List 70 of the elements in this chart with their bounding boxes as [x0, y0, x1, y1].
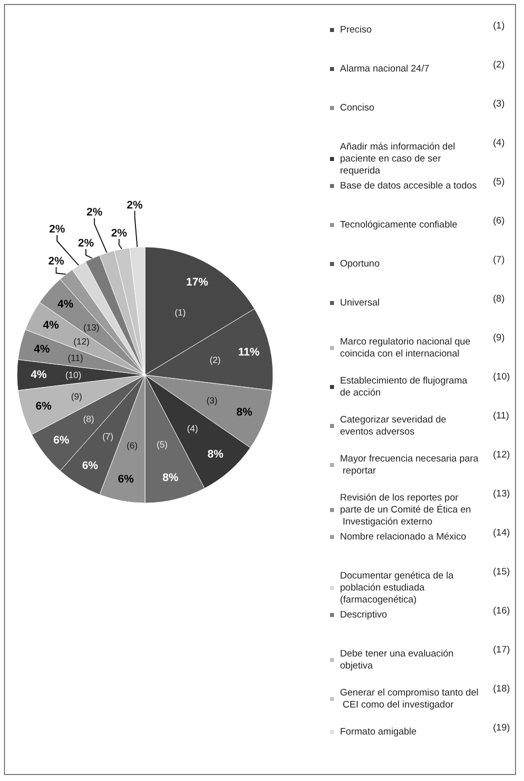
text: (15) — [493, 566, 510, 578]
legend-label: Revisión de los reportes por parte de un Comité de Ética en Investigación externo — [340, 492, 471, 528]
text: (4) — [493, 138, 505, 148]
text: (1) — [493, 20, 505, 32]
text: (2) — [493, 60, 505, 70]
data-label: 6% — [118, 474, 134, 486]
legend-label: Descriptivo — [340, 610, 387, 620]
text: (10) — [493, 372, 510, 382]
legend-label: Establecimiento de flujograma de acción — [340, 376, 470, 398]
data-label: 2% — [49, 224, 66, 236]
text: (18) — [493, 684, 510, 694]
data-label: 6% — [53, 434, 70, 447]
data-label: 2% — [126, 199, 143, 212]
data-label: 4% — [30, 369, 47, 381]
data-label: 8% — [162, 472, 179, 484]
text: (1) — [174, 308, 186, 318]
data-label: 8% — [207, 448, 224, 461]
data-label: 11% — [238, 346, 260, 359]
data-label: 6% — [82, 460, 98, 472]
text: (13) — [493, 488, 510, 500]
data-label: 2% — [86, 206, 103, 219]
text: (11) — [493, 410, 510, 422]
text: (17) — [493, 644, 510, 656]
data-label: 8% — [236, 406, 252, 419]
legend-label: Alarma nacional 24/7 — [340, 64, 430, 74]
text: (2) — [210, 354, 221, 365]
text: (10) — [65, 370, 82, 380]
text: (7) — [102, 431, 114, 442]
legend-label: Universal — [340, 298, 380, 308]
text: (12) — [493, 450, 510, 460]
legend-label: Generar el compromiso tanto del CEI como del investigador — [340, 688, 478, 710]
text: (6) — [126, 440, 138, 451]
legend-label: Categorizar severidad de eventos adversos — [340, 414, 449, 438]
legend-label: Base de datos accesible a todos — [340, 180, 478, 192]
text: (7) — [493, 254, 505, 266]
data-label: 2% — [78, 238, 94, 250]
data-label: 4% — [34, 344, 50, 356]
text: (14) — [493, 528, 510, 538]
legend-label: Tecnológicamente confiable — [340, 220, 458, 230]
data-label: 2% — [111, 227, 128, 240]
legend-label: Nombre relacionado a México — [340, 532, 466, 542]
text: (8) — [493, 294, 505, 304]
text: (5) — [493, 176, 505, 188]
legend-label: Conciso — [340, 102, 374, 114]
data-label: 4% — [42, 320, 60, 332]
legend-label: Debe tener una evaluación objetiva — [340, 648, 456, 672]
text: (19) — [493, 722, 510, 734]
text: (3) — [206, 395, 218, 406]
data-label: 17% — [186, 276, 208, 288]
legend-label: Mayor frecuencia necesaria para reportar — [340, 454, 480, 476]
text: (4) — [187, 424, 198, 434]
text: (8) — [83, 414, 94, 424]
data-label: 4% — [58, 298, 74, 311]
data-label: 2% — [48, 256, 64, 268]
legend-label: Formato amigable — [340, 726, 417, 738]
legend-label: Preciso — [340, 24, 372, 36]
legend-label: Oportuno — [340, 258, 380, 270]
text: (3) — [493, 98, 505, 110]
legend-label: Documentar genética de la población estudiada (farmacogenética) — [340, 570, 456, 606]
text: (5) — [156, 440, 168, 450]
text: (11) — [68, 352, 84, 363]
text: (13) — [83, 322, 100, 332]
data-label: 6% — [36, 400, 52, 413]
text: (9) — [71, 391, 82, 402]
text: (12) — [74, 336, 90, 347]
legend-label: Marco regulatorio nacional que coincida con el internacional — [340, 336, 474, 360]
text: (6) — [493, 216, 505, 226]
text: (16) — [493, 606, 510, 616]
text: (9) — [493, 332, 505, 344]
legend-label: Añadir más información del paciente en caso de ser requerida — [340, 142, 458, 176]
